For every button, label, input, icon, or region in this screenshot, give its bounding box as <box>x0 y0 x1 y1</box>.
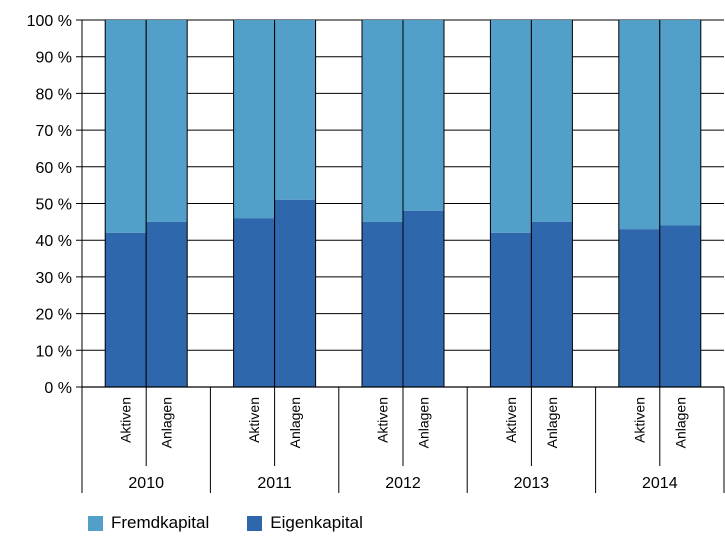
bar-fremdkapital <box>618 20 660 230</box>
y-tick-label: 40 % <box>36 233 72 250</box>
legend-item-fremdkapital: Fremdkapital <box>88 513 209 533</box>
x-sub-label: Anlagen <box>544 397 560 448</box>
bar-fremdkapital <box>105 20 147 233</box>
y-axis-tick-labels: 0 % 10 % 20 % 30 % 40 % 50 % 60 % 70 % 80 % 90 % 1… <box>27 13 72 397</box>
x-sub-label: Aktiven <box>503 397 519 443</box>
x-sub-label: Aktiven <box>631 397 647 443</box>
legend-swatch-fremdkapital <box>88 515 103 531</box>
x-sub-label: Anlagen <box>287 397 303 448</box>
legend: Fremdkapital Eigenkapital <box>88 513 401 533</box>
x-sub-label: Aktiven <box>375 397 391 443</box>
bar-eigenkapital <box>146 221 188 387</box>
bar-eigenkapital <box>490 232 532 387</box>
bars <box>104 20 702 387</box>
bar-eigenkapital <box>618 229 660 387</box>
bar-fremdkapital <box>490 20 532 233</box>
x-year-label: 2011 <box>257 475 292 492</box>
y-tick-label: 30 % <box>36 270 72 287</box>
y-tick-label: 0 % <box>44 380 72 397</box>
x-year-label: 2012 <box>385 475 421 492</box>
legend-label-fremdkapital: Fremdkapital <box>111 513 210 532</box>
bar-eigenkapital <box>531 221 573 387</box>
y-tick-label: 20 % <box>36 307 72 324</box>
bar-eigenkapital <box>659 225 701 387</box>
x-year-label: 2014 <box>642 475 678 492</box>
y-tick-label: 10 % <box>36 343 72 360</box>
bar-fremdkapital <box>531 20 573 222</box>
x-sub-label: Anlagen <box>672 397 688 448</box>
bar-eigenkapital <box>105 232 147 387</box>
y-tick-label: 70 % <box>36 123 72 140</box>
legend-swatch-eigenkapital <box>247 515 263 531</box>
bar-eigenkapital <box>233 218 275 387</box>
x-sub-label: Aktiven <box>246 397 262 443</box>
bar-fremdkapital <box>274 20 316 200</box>
y-tick-label: 50 % <box>36 197 72 214</box>
bar-fremdkapital <box>659 20 701 226</box>
x-sub-label: Anlagen <box>416 397 432 448</box>
y-tick-label: 100 % <box>27 13 72 30</box>
x-year-label: 2013 <box>514 475 550 492</box>
bar-fremdkapital <box>403 20 444 211</box>
legend-item-eigenkapital: Eigenkapital <box>247 513 363 533</box>
x-year-label: 2010 <box>128 475 164 492</box>
legend-label-eigenkapital: Eigenkapital <box>270 513 363 532</box>
bar-fremdkapital <box>233 20 275 219</box>
bar-eigenkapital <box>403 210 444 387</box>
bar-eigenkapital <box>362 221 403 387</box>
bar-fremdkapital <box>362 20 403 222</box>
x-sub-label: Aktiven <box>118 397 134 443</box>
y-tick-label: 90 % <box>36 50 72 67</box>
bar-eigenkapital <box>274 199 316 387</box>
y-tick-label: 60 % <box>36 160 72 177</box>
x-sub-label: Anlagen <box>159 397 175 448</box>
x-axis-labels: Aktiven Anlagen 2010 Aktiven Anlagen 2011 Akti… <box>81 387 725 493</box>
y-tick-label: 80 % <box>36 86 72 103</box>
bar-fremdkapital <box>146 20 188 222</box>
